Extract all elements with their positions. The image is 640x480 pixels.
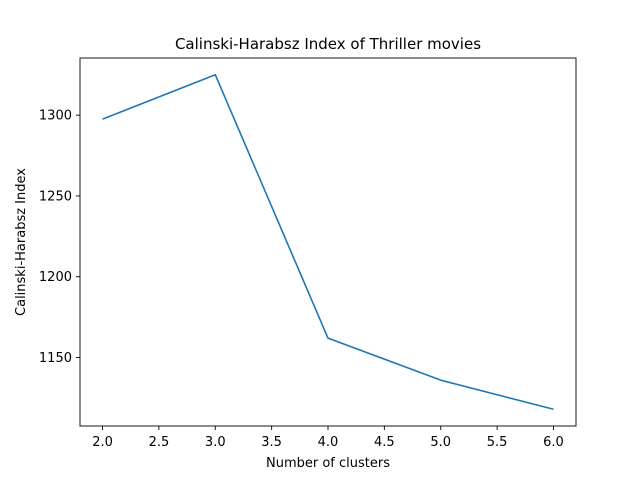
x-tick-label-4: 4.0 [318,435,339,450]
series-line [102,73,554,411]
x-tick-label-2: 3.0 [205,435,226,450]
x-axis-label: Number of clusters [266,456,390,471]
x-tick-label-6: 5.0 [430,435,451,450]
axes-frame [79,57,577,427]
x-tick-label-3: 3.5 [261,435,282,450]
x-tick-label-7: 5.5 [487,435,508,450]
x-tick-label-5: 4.5 [374,435,395,450]
y-tick-label-2: 1250 [39,189,72,204]
chart-title: Calinski-Harabsz Index of Thriller movie… [175,35,481,53]
x-tick-label-1: 2.5 [149,435,170,450]
y-axis-label: Calinski-Harabsz Index [14,168,29,316]
y-tick-label-1: 1200 [39,270,72,285]
x-tick-label-0: 2.0 [92,435,113,450]
y-tick-label-0: 1150 [39,351,72,366]
y-tick-label-3: 1300 [39,109,72,124]
x-tick-label-8: 6.0 [543,435,564,450]
plot-area: 2.0 2.5 3.0 3.5 4.0 4.5 5.0 5.5 6.0 1150 1200 1250 1… [39,57,577,450]
